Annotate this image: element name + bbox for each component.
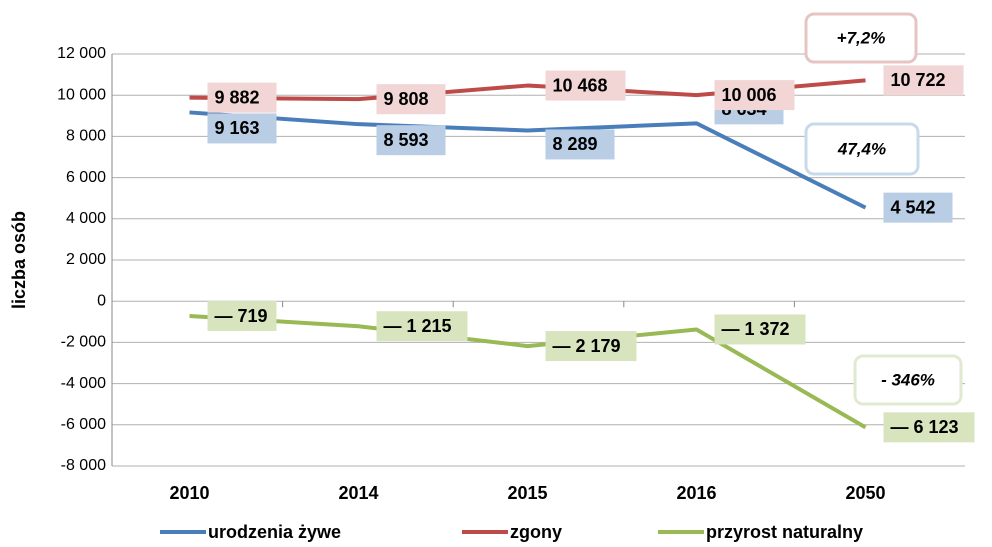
data-label: 8 593	[384, 130, 429, 150]
data-label-box	[376, 311, 468, 342]
data-label: 4 542	[891, 197, 936, 217]
annotation-box	[804, 122, 920, 176]
legend-label: przyrost naturalny	[706, 522, 863, 542]
y-axis-label: liczba osób	[9, 211, 29, 309]
data-label: — 719	[215, 306, 268, 326]
data-label-box	[883, 192, 953, 223]
x-tick-label: 2014	[338, 483, 378, 503]
data-label: — 1 215	[384, 316, 452, 336]
data-label-box	[545, 331, 637, 362]
y-tick-label: 6 000	[66, 169, 106, 186]
data-label-box	[545, 129, 615, 160]
y-tick-label: -4 000	[61, 375, 106, 392]
y-tick-label: -2 000	[61, 334, 106, 351]
series-line	[189, 110, 867, 210]
annotation: - 346%	[881, 370, 935, 389]
data-label-box	[883, 412, 975, 443]
data-label: 10 006	[722, 85, 777, 105]
series-line	[189, 314, 867, 430]
y-tick-label: 12 000	[57, 45, 106, 62]
data-label: 10 722	[891, 70, 946, 90]
y-tick-label: 0	[97, 292, 106, 309]
data-label: — 2 179	[553, 336, 621, 356]
x-tick-label: 2015	[507, 483, 547, 503]
annotation-box	[853, 354, 963, 406]
data-label: 8 289	[553, 134, 598, 154]
annotation: +7,2%	[837, 28, 886, 47]
annotation: 47,4%	[837, 139, 886, 158]
data-label: — 1 372	[722, 319, 790, 339]
data-label-box	[376, 84, 446, 115]
y-tick-label: 4 000	[66, 210, 106, 227]
data-label: 10 468	[553, 75, 608, 95]
data-label-box	[376, 125, 446, 156]
data-label-box	[545, 70, 626, 101]
y-tick-label: -6 000	[61, 416, 106, 433]
data-label: 9 163	[215, 118, 260, 138]
legend-label: urodzenia żywe	[208, 522, 341, 542]
y-tick-label: 8 000	[66, 128, 106, 145]
data-label-box	[207, 82, 277, 113]
data-label-box	[207, 301, 277, 332]
data-label-box	[714, 80, 795, 111]
data-label: — 6 123	[891, 417, 959, 437]
x-tick-label: 2016	[676, 483, 716, 503]
y-tick-label: 2 000	[66, 251, 106, 268]
y-tick-label: 10 000	[57, 86, 106, 103]
x-tick-label: 2010	[169, 483, 209, 503]
x-tick-label: 2050	[845, 483, 885, 503]
data-label: 9 882	[215, 87, 260, 107]
data-label-box	[714, 314, 806, 345]
data-label: 9 808	[384, 89, 429, 109]
data-label-box	[207, 113, 277, 144]
annotation-box	[804, 12, 918, 64]
y-tick-label: -8 000	[61, 457, 106, 474]
legend-label: zgony	[510, 522, 562, 542]
data-label-box	[883, 65, 964, 96]
